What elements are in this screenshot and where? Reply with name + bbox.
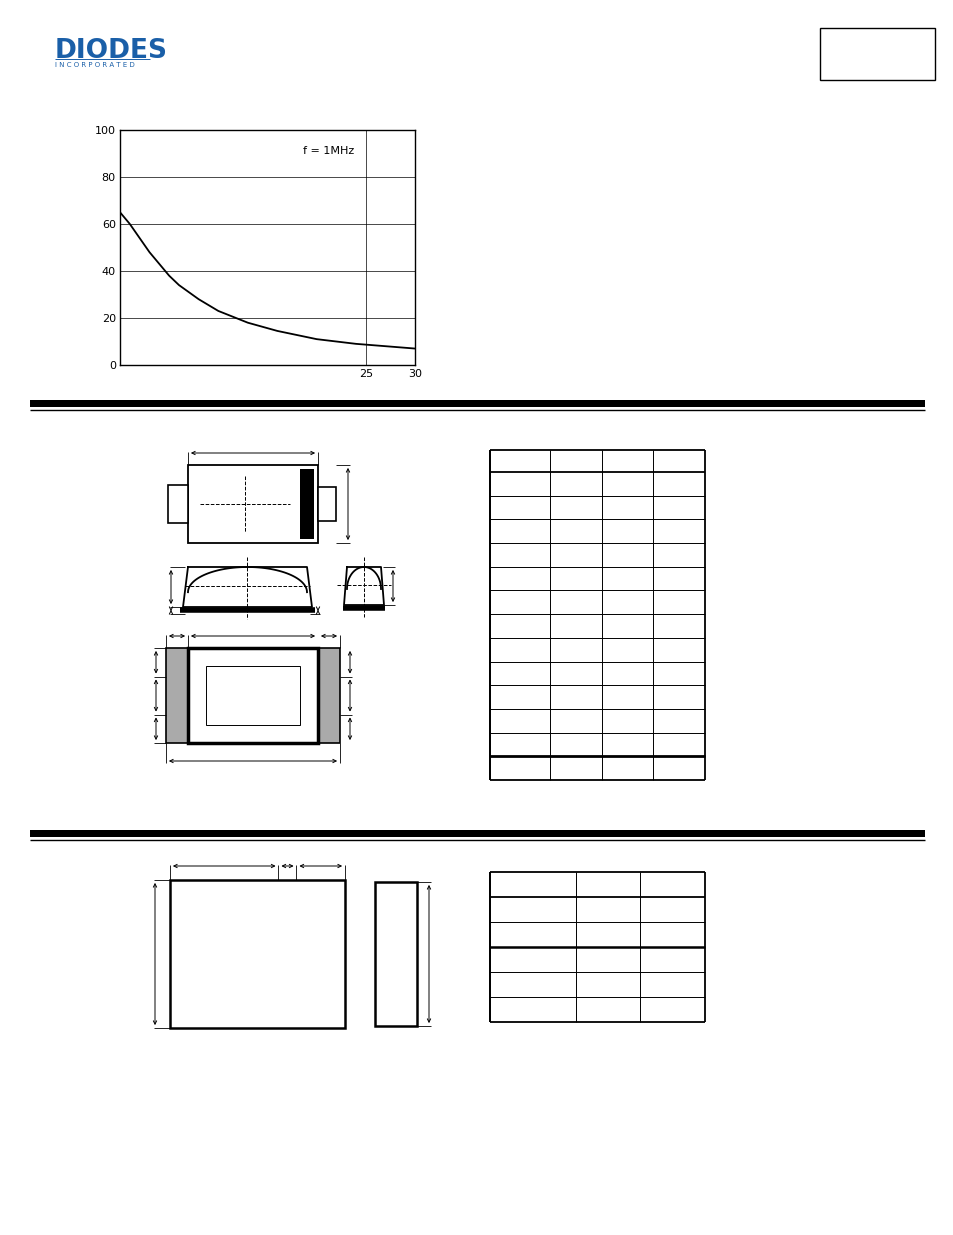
Bar	[188, 466, 317, 543]
Bar	[317, 487, 335, 521]
Text: f = 1MHz: f = 1MHz	[303, 147, 354, 157]
Text: I N C O R P O R A T E D: I N C O R P O R A T E D	[55, 62, 134, 68]
Bar	[168, 485, 188, 522]
Polygon shape	[183, 567, 312, 606]
Bar	[30, 830, 924, 837]
Bar	[317, 648, 339, 743]
Bar	[188, 648, 317, 743]
Bar	[166, 648, 188, 743]
Bar	[375, 882, 416, 1026]
Bar	[30, 400, 924, 408]
Polygon shape	[344, 567, 384, 605]
Bar	[170, 881, 345, 1028]
Bar	[206, 666, 299, 725]
Bar	[820, 28, 934, 80]
Text: DIODES: DIODES	[55, 38, 168, 64]
Bar	[299, 469, 314, 538]
